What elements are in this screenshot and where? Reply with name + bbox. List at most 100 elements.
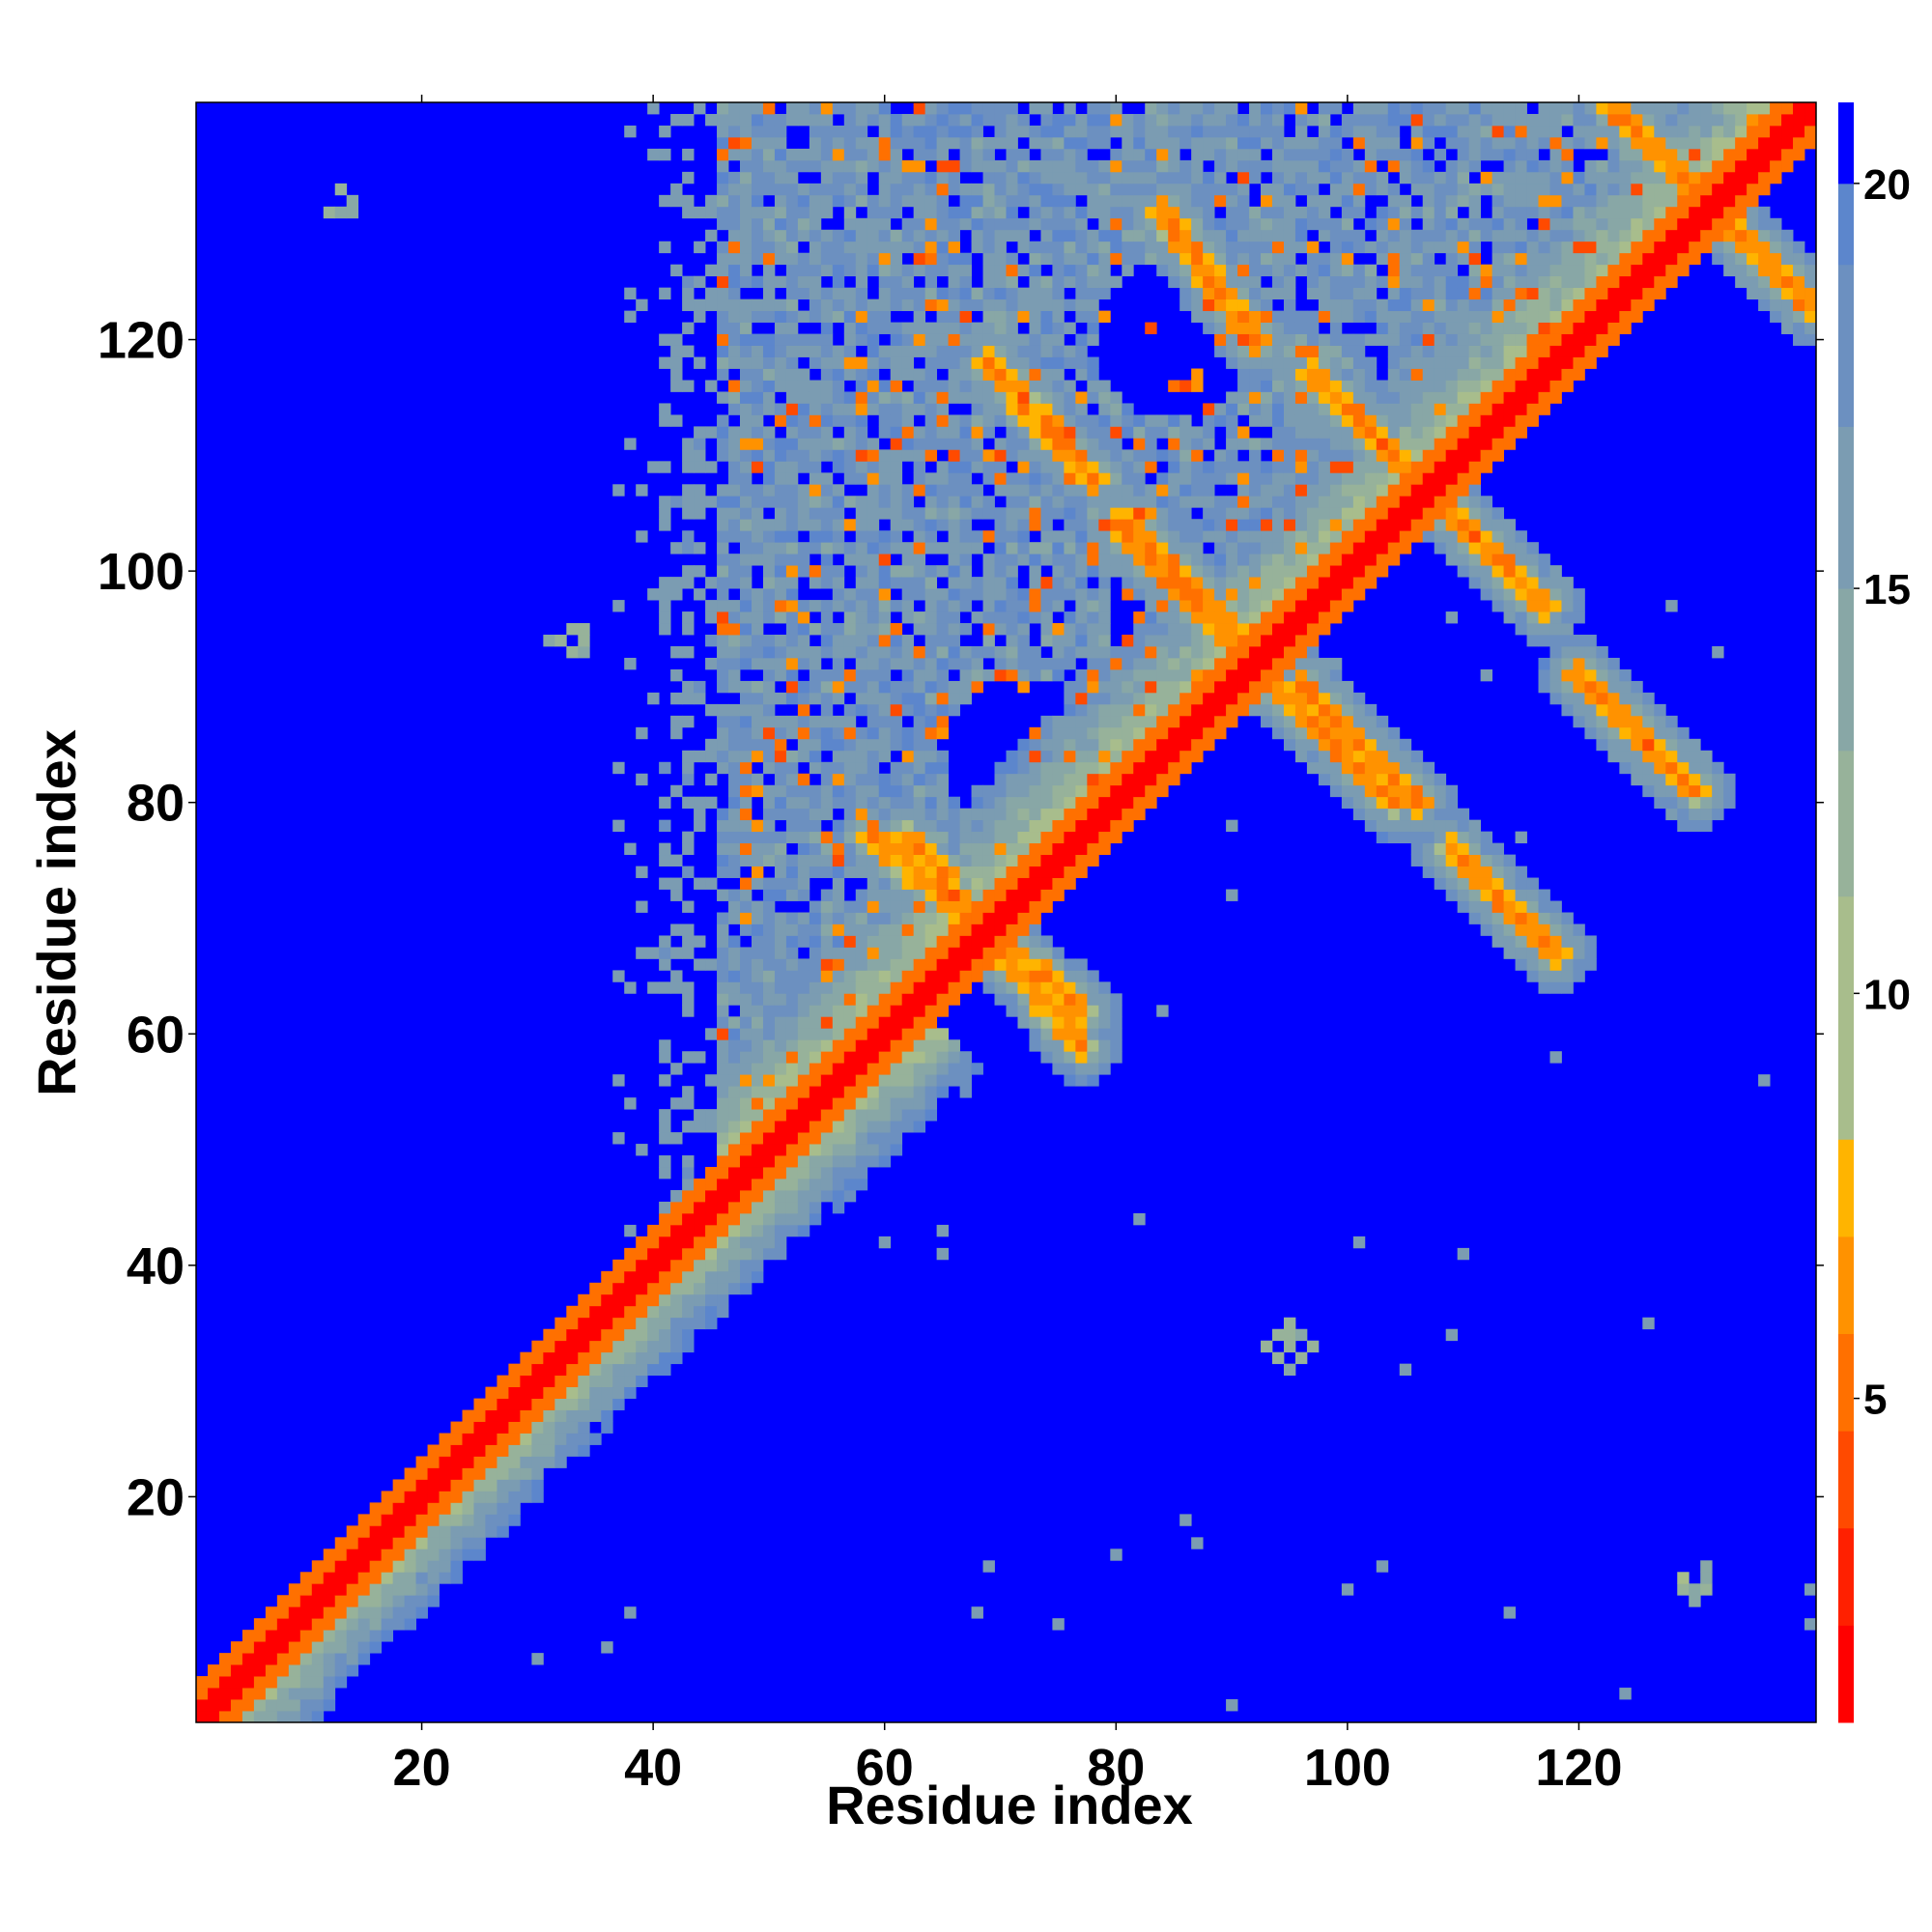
heatmap-cell — [1422, 229, 1435, 242]
heatmap-cell — [785, 217, 799, 231]
heatmap-cell — [253, 1630, 267, 1642]
heatmap-cell — [913, 923, 926, 936]
heatmap-cell — [1098, 808, 1111, 821]
heatmap-cell — [809, 1039, 822, 1052]
heatmap-cell — [531, 1491, 544, 1503]
heatmap-cell — [1364, 183, 1378, 196]
heatmap-cell — [1352, 183, 1366, 196]
heatmap-cell — [1145, 438, 1157, 450]
heatmap-cell — [1214, 600, 1227, 612]
heatmap-cell — [855, 692, 868, 705]
heatmap-cell — [1110, 680, 1122, 694]
heatmap-cell — [948, 298, 960, 312]
heatmap-cell — [323, 1583, 336, 1596]
heatmap-cell — [774, 148, 787, 161]
heatmap-cell — [1341, 484, 1354, 497]
heatmap-cell — [809, 530, 822, 543]
heatmap-cell — [809, 113, 822, 127]
heatmap-cell — [612, 970, 625, 982]
heatmap-cell — [659, 519, 671, 531]
heatmap-cell — [1341, 241, 1354, 254]
heatmap-cell — [971, 391, 983, 404]
heatmap-cell — [982, 449, 995, 462]
heatmap-cell — [1352, 703, 1366, 717]
heatmap-cell — [1098, 310, 1111, 323]
heatmap-cell — [1040, 1016, 1053, 1029]
heatmap-cell — [936, 1039, 950, 1052]
heatmap-cell — [1029, 831, 1041, 844]
heatmap-cell — [913, 171, 926, 185]
heatmap-cell — [1318, 391, 1331, 404]
heatmap-cell — [1352, 715, 1366, 728]
heatmap-cell — [1203, 496, 1215, 508]
heatmap-cell — [1434, 333, 1447, 346]
heatmap-cell — [705, 113, 718, 127]
heatmap-cell — [381, 1560, 394, 1573]
heatmap-cell — [924, 1039, 938, 1052]
heatmap-cell — [1214, 287, 1227, 300]
heatmap-cell — [1064, 1028, 1076, 1040]
heatmap-cell — [1110, 530, 1122, 543]
heatmap-cell — [913, 264, 926, 277]
heatmap-cell — [357, 1560, 371, 1573]
heatmap-cell — [1087, 981, 1099, 994]
heatmap-cell — [739, 1132, 753, 1145]
heatmap-cell — [809, 715, 822, 728]
heatmap-cell — [1306, 738, 1320, 752]
heatmap-cell — [1341, 715, 1354, 728]
heatmap-cell — [1064, 611, 1076, 624]
heatmap-cell — [1029, 889, 1041, 901]
heatmap-cell — [785, 1016, 799, 1029]
heatmap-cell — [785, 715, 799, 728]
heatmap-cell — [971, 645, 983, 659]
heatmap-cell — [982, 461, 995, 473]
heatmap-cell — [1306, 519, 1320, 531]
heatmap-cell — [1145, 761, 1157, 775]
heatmap-cell — [1110, 1039, 1122, 1052]
heatmap-cell — [1237, 680, 1250, 694]
heatmap-cell — [242, 1630, 255, 1642]
heatmap-cell — [913, 750, 926, 763]
heatmap-cell — [1052, 426, 1065, 439]
heatmap-cell — [751, 738, 764, 752]
heatmap-cell — [705, 738, 718, 752]
heatmap-cell — [1029, 310, 1041, 323]
heatmap-cell — [751, 958, 764, 971]
heatmap-cell — [728, 333, 741, 346]
heatmap-cell — [809, 310, 822, 323]
heatmap-cell — [1422, 333, 1435, 346]
heatmap-cell — [1306, 183, 1320, 196]
heatmap-cell — [1179, 726, 1192, 740]
heatmap-cell — [1214, 217, 1227, 231]
heatmap-cell — [323, 1548, 336, 1561]
heatmap-cell — [728, 565, 741, 578]
heatmap-cell — [901, 588, 915, 601]
heatmap-cell — [265, 1641, 278, 1654]
heatmap-cell — [1075, 761, 1088, 775]
heatmap-cell — [936, 692, 950, 705]
heatmap-cell — [717, 1086, 729, 1098]
heatmap-cell — [1098, 611, 1111, 624]
heatmap-cell — [1029, 438, 1041, 450]
heatmap-cell — [682, 1121, 695, 1133]
heatmap-cell — [670, 1063, 683, 1075]
heatmap-cell — [1168, 449, 1180, 462]
heatmap-cell — [1075, 692, 1088, 705]
heatmap-cell — [1387, 519, 1401, 531]
heatmap-cell — [1098, 519, 1111, 531]
heatmap-cell — [1133, 796, 1146, 810]
heatmap-cell — [820, 738, 834, 752]
heatmap-cell — [1122, 403, 1134, 415]
heatmap-cell — [1341, 796, 1354, 810]
heatmap-cell — [670, 1282, 683, 1295]
heatmap-cell — [936, 726, 950, 740]
heatmap-cell — [1226, 206, 1238, 219]
heatmap-cell — [427, 1456, 440, 1468]
heatmap-cell — [936, 935, 950, 948]
heatmap-cell — [1399, 159, 1412, 173]
heatmap-cell — [1006, 171, 1018, 185]
heatmap-cell — [1156, 588, 1169, 601]
heatmap-cell — [924, 496, 938, 508]
heatmap-cell — [392, 1548, 406, 1561]
heatmap-cell — [717, 1282, 729, 1295]
